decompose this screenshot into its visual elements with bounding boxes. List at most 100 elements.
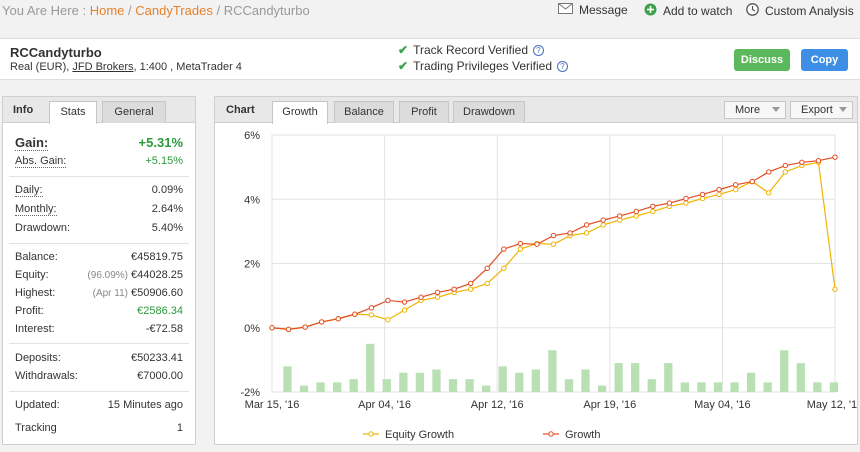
tab-drawdown[interactable]: Drawdown <box>453 101 525 123</box>
equity-growth-point <box>583 230 590 236</box>
y-tick-label: 4% <box>244 194 260 206</box>
chevron-down-icon <box>839 107 847 112</box>
top-bar: You Are Here : Home / CandyTrades / RCCa… <box>0 0 860 26</box>
daily-bar <box>498 366 507 392</box>
profit-value: €2586.34 <box>137 305 183 317</box>
daily-bar <box>448 379 458 392</box>
tracking-row: Tracking 1 <box>15 422 183 434</box>
daily-bar <box>299 385 309 392</box>
info-panel: Info Stats General Gain: +5.31% Abs. Gai… <box>2 96 196 445</box>
y-tick-label: -2% <box>240 387 260 399</box>
breadcrumb-section-link[interactable]: CandyTrades <box>135 3 213 18</box>
equity-growth-point <box>517 246 524 252</box>
more-dropdown[interactable]: More <box>724 101 786 119</box>
growth-point <box>418 294 424 300</box>
x-tick-label: Apr 19, '16 <box>583 399 636 411</box>
tab-general[interactable]: General <box>102 101 166 123</box>
growth-point <box>335 316 341 322</box>
equity-growth-point <box>434 294 441 300</box>
daily-bar <box>597 385 607 392</box>
growth-point <box>650 203 656 210</box>
growth-point <box>666 200 673 206</box>
chart-lines <box>269 154 838 333</box>
daily-bar <box>763 382 772 392</box>
divider <box>9 391 189 392</box>
x-tick-label: Mar 15, '16 <box>245 399 300 411</box>
growth-point <box>600 217 606 223</box>
equity-growth-point <box>832 286 838 292</box>
abs-gain-row: Abs. Gain: +5.15% <box>15 155 183 168</box>
withdrawals-value: €7000.00 <box>137 370 183 382</box>
tracking-label: Tracking <box>15 422 57 434</box>
monthly-value: 2.64% <box>151 203 183 215</box>
copy-button[interactable]: Copy <box>801 49 848 71</box>
daily-bar <box>581 369 590 392</box>
growth-point <box>434 289 441 296</box>
growth-point <box>501 246 507 252</box>
daily-bar <box>349 379 358 392</box>
checkmark-icon: ✔ <box>398 43 409 57</box>
daily-bar <box>515 372 524 392</box>
growth-point <box>318 319 325 325</box>
y-tick-label: 2% <box>244 259 260 271</box>
message-link[interactable]: Message <box>558 3 628 17</box>
account-name: RCCandyturbo <box>10 45 102 60</box>
equity-growth-point <box>401 307 408 313</box>
divider <box>9 243 189 244</box>
tab-balance[interactable]: Balance <box>334 101 394 123</box>
clock-icon <box>746 3 759 19</box>
equity-growth-point <box>501 265 507 272</box>
tracking-value: 1 <box>176 422 183 434</box>
daily-bar <box>366 343 375 392</box>
tab-stats[interactable]: Stats <box>49 101 97 124</box>
growth-point <box>782 162 789 169</box>
info-title: Info <box>13 104 34 116</box>
help-icon[interactable]: ? <box>533 44 544 56</box>
daily-bar <box>680 382 690 392</box>
daily-bar <box>780 350 789 392</box>
daily-bar <box>614 363 623 392</box>
trading-privileges-verified: ✔ Trading Privileges Verified ? <box>398 59 569 73</box>
legend-equity-growth-label: Equity Growth <box>385 429 454 441</box>
equity-growth-point <box>650 208 656 215</box>
daily-value: 0.09% <box>151 184 183 196</box>
x-tick-label: May 04, '16 <box>694 399 751 411</box>
daily-label: Daily: <box>15 184 43 197</box>
daily-bar <box>332 382 342 392</box>
breadcrumb-separator: / <box>216 3 221 18</box>
account-type: Real (EUR), <box>10 61 70 73</box>
broker-link[interactable]: JFD Brokers <box>72 61 134 73</box>
checkmark-icon: ✔ <box>398 59 409 73</box>
tab-profit[interactable]: Profit <box>399 101 449 123</box>
growth-point <box>732 182 739 188</box>
growth-point <box>401 299 408 305</box>
track-record-verified: ✔ Track Record Verified ? <box>398 43 544 57</box>
add-to-watch-link[interactable]: Add to watch <box>644 3 732 19</box>
y-tick-label: 0% <box>244 323 260 335</box>
chart-axes: 6% 4% 2% 0% -2%Mar 15, '16 Apr 04, '16 Apr 12,… <box>240 130 857 411</box>
help-icon[interactable]: ? <box>557 60 569 72</box>
deposits-row: Deposits: €50233.41 <box>15 352 183 364</box>
breadcrumb-home-link[interactable]: Home <box>89 3 125 18</box>
growth-point <box>550 232 557 239</box>
drawdown-value: 5.40% <box>151 222 183 234</box>
growth-point <box>484 265 490 272</box>
growth-point <box>567 230 573 236</box>
breadcrumb: You Are Here : Home / CandyTrades / RCCa… <box>2 3 310 18</box>
daily-bar <box>796 363 805 392</box>
account-details: , 1:400 , MetaTrader 4 <box>133 61 242 73</box>
growth-point <box>699 191 706 198</box>
monthly-label: Monthly: <box>15 203 57 216</box>
tab-growth[interactable]: Growth <box>272 101 328 124</box>
interest-row: Interest: -€72.58 <box>15 323 183 335</box>
x-tick-label: Apr 12, '16 <box>471 399 524 411</box>
chevron-down-icon <box>772 107 780 112</box>
custom-analysis-link[interactable]: Custom Analysis <box>746 3 854 19</box>
trading-privileges-label: Trading Privileges Verified <box>413 59 553 73</box>
discuss-button[interactable]: Discuss <box>734 49 790 71</box>
breadcrumb-prefix: You Are Here : <box>2 3 87 18</box>
profit-row: Profit: €2586.34 <box>15 305 183 317</box>
export-dropdown[interactable]: Export <box>790 101 853 119</box>
equity-growth-point <box>766 190 772 196</box>
gain-value: +5.31% <box>138 135 183 150</box>
